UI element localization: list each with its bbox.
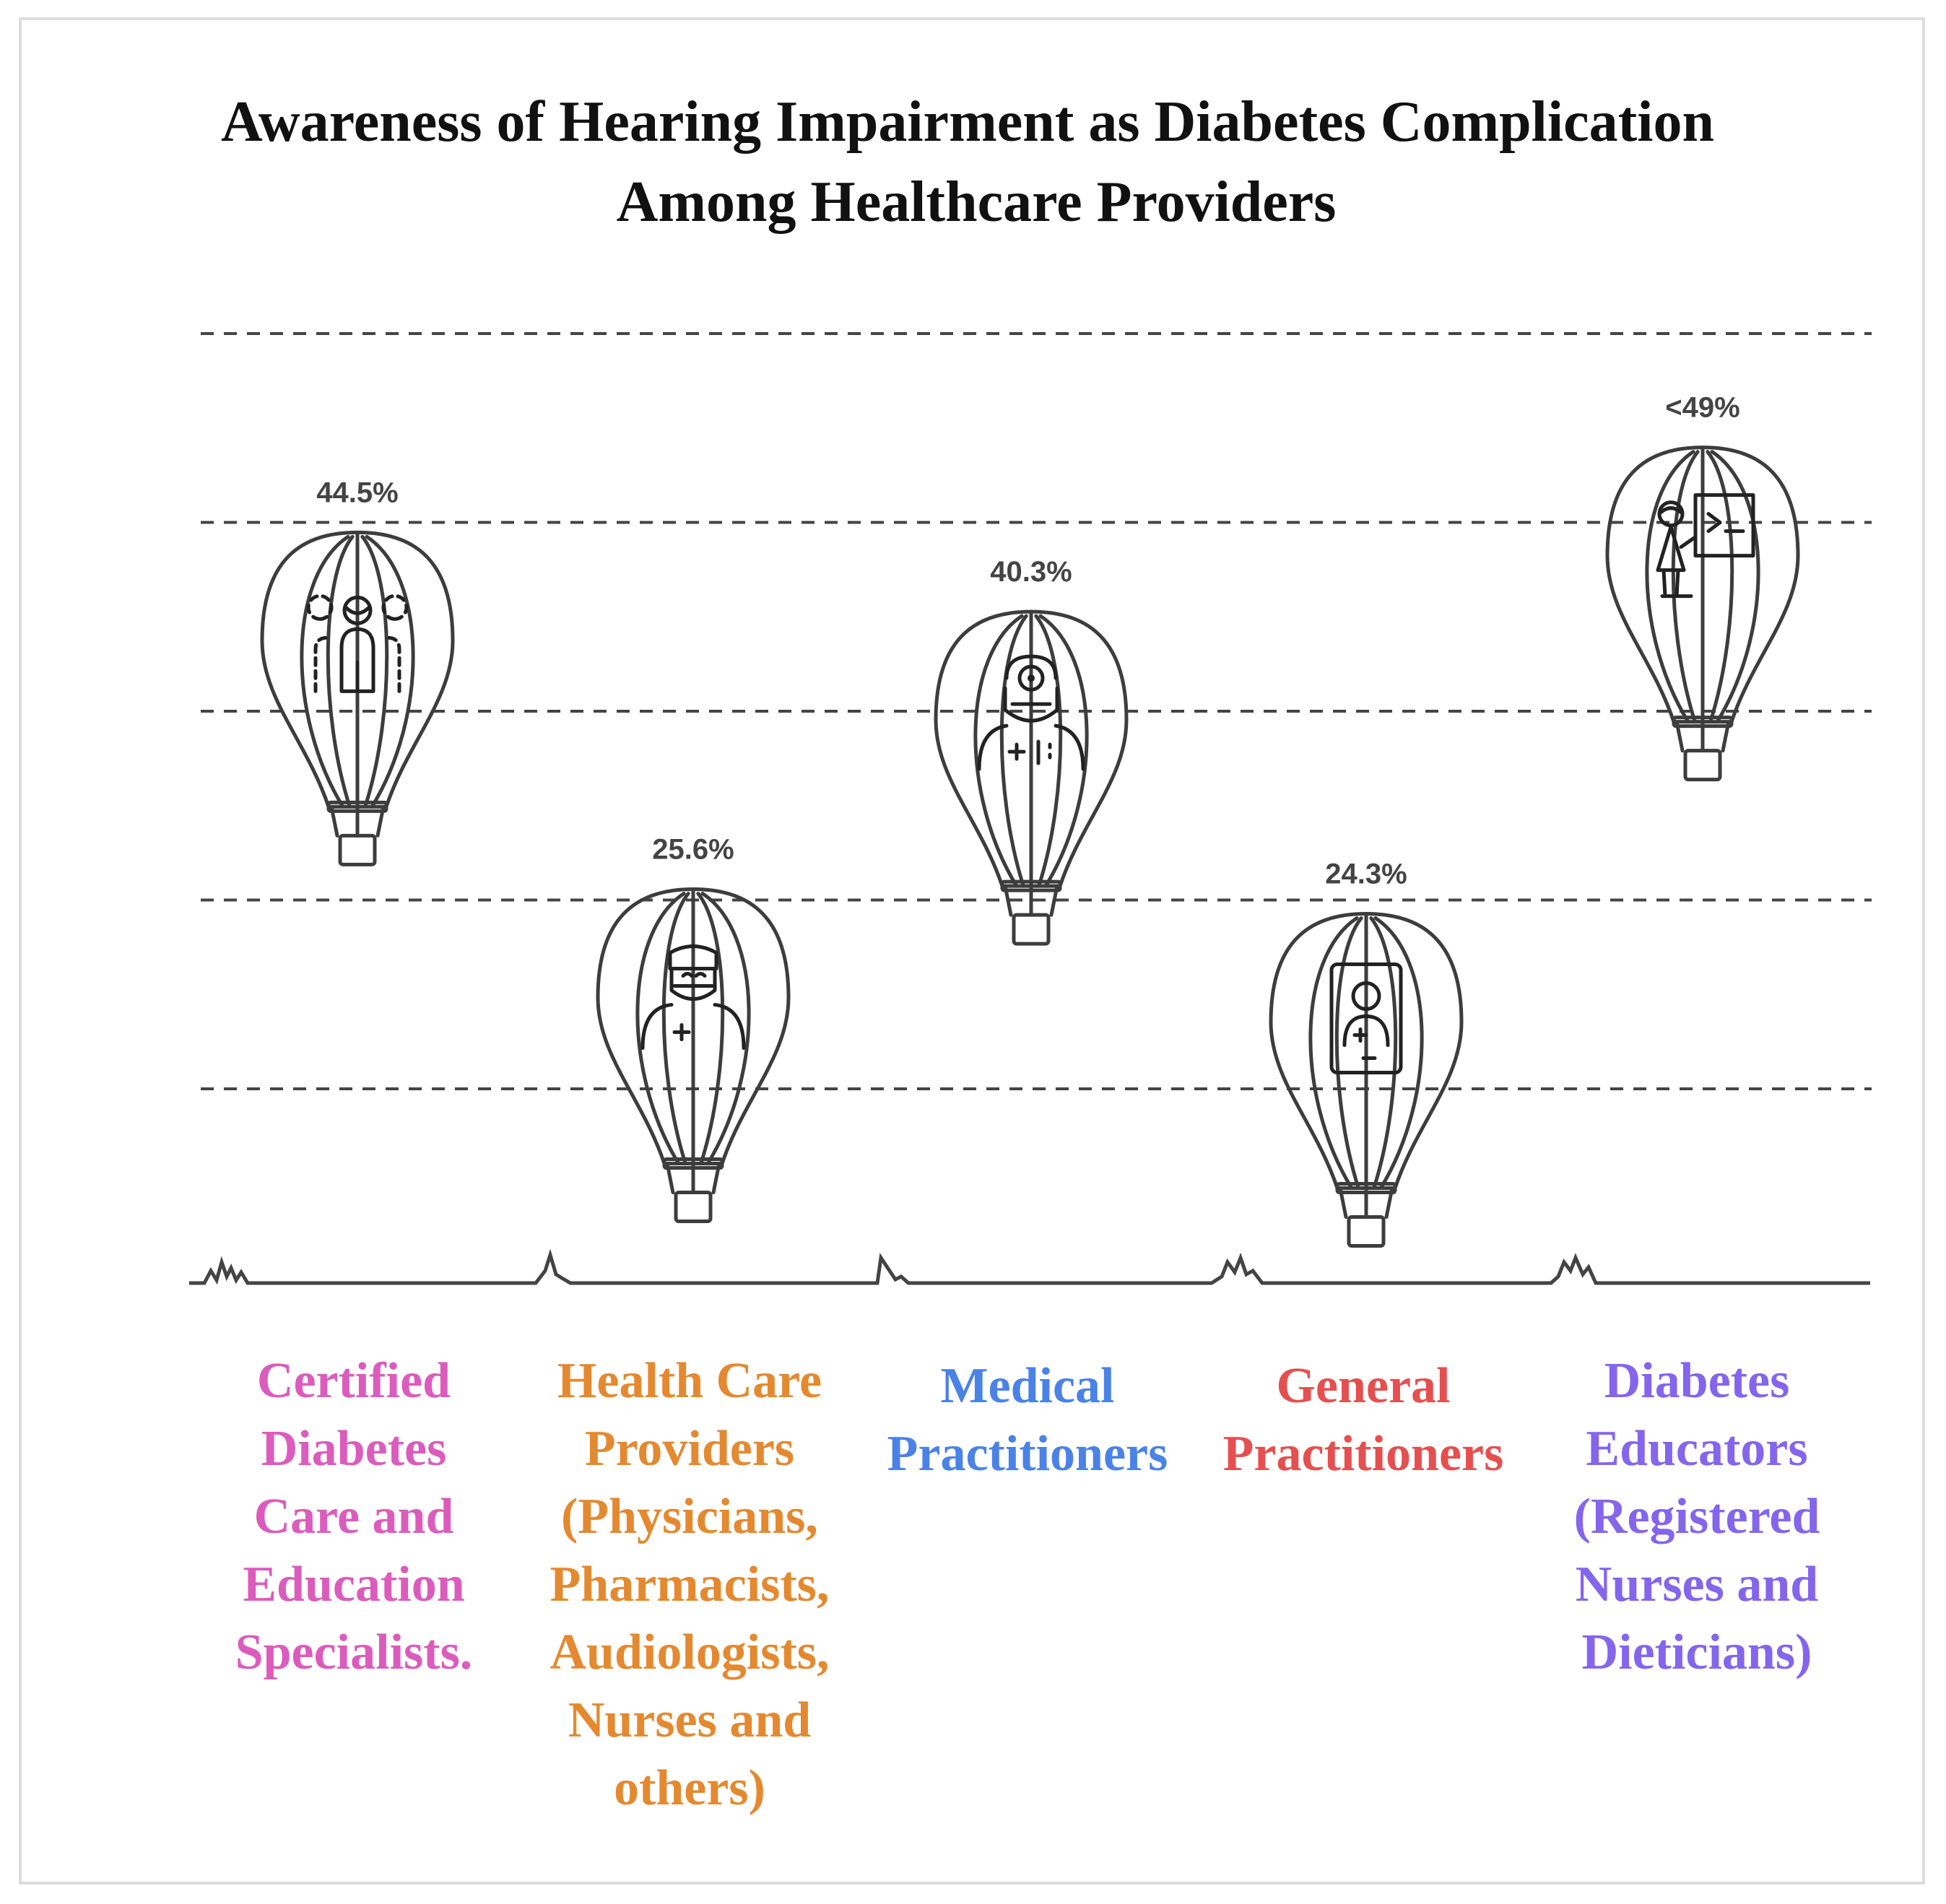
category-label-line: Care and	[254, 1489, 454, 1544]
category-label-line: Specialists.	[235, 1625, 473, 1680]
balloon-gore	[1308, 916, 1359, 1191]
category-label-line: Dieticians)	[1582, 1625, 1812, 1680]
balloon-skirt	[1335, 1182, 1397, 1195]
balloons: 44.5% 25.6% 40.3% 24.3% <49%	[260, 392, 1800, 1248]
category-label-line: Pharmacists,	[550, 1557, 830, 1612]
balloon-skirt	[1672, 716, 1734, 729]
category-label-line: Audiologists,	[550, 1625, 829, 1680]
category-label-line: Medical	[940, 1358, 1114, 1414]
balloon-gore	[696, 892, 725, 1166]
teacher-board-icon	[1656, 493, 1755, 599]
balloon: 24.3%	[1269, 858, 1464, 1248]
group-people-icon	[306, 594, 409, 693]
category-label-line: Education	[243, 1557, 464, 1612]
balloon-gore	[1034, 614, 1063, 888]
category-label-line: Providers	[585, 1421, 794, 1477]
balloon: <49%	[1605, 392, 1800, 782]
category-label: Health Care Providers (Physicians, Pharmaci…	[550, 1353, 829, 1816]
surgeon-mask-icon	[640, 944, 746, 1051]
chart-frame	[19, 17, 1925, 1885]
category-label: Certified Diabetes Care and Education Specia…	[235, 1353, 473, 1680]
gridlines	[201, 332, 1872, 1090]
category-label: General Practitioners	[1223, 1358, 1504, 1482]
balloon-gore	[1710, 450, 1760, 724]
balloon-gore	[1706, 450, 1734, 724]
balloon-gore	[1671, 450, 1700, 724]
balloon: 40.3%	[934, 556, 1129, 946]
balloon-gore	[1645, 450, 1695, 724]
balloon-gore	[1334, 916, 1363, 1191]
category-labels: Certified Diabetes Care and Education Specia…	[235, 1353, 1820, 1816]
balloon-gore	[300, 534, 350, 809]
category-label-line: Practitioners	[887, 1426, 1168, 1482]
balloon-gore	[360, 534, 389, 809]
category-label-line: (Registered	[1574, 1489, 1820, 1544]
chart-title-line-2: Among Healthcare Providers	[617, 170, 1337, 234]
balloon-basket	[338, 833, 377, 866]
balloon-gore	[999, 614, 1028, 888]
balloon-basket	[674, 1191, 713, 1224]
category-label: Medical Practitioners	[887, 1358, 1168, 1482]
value-label: 25.6%	[652, 834, 734, 866]
category-label-line: Health Care	[557, 1353, 822, 1409]
balloon-basket	[1683, 749, 1722, 782]
balloon-basket	[1012, 913, 1051, 946]
balloon-gore	[1038, 614, 1089, 888]
category-label-line: Certified	[257, 1353, 451, 1409]
balloon-basket	[1347, 1215, 1386, 1248]
balloon-skirt	[1000, 879, 1062, 892]
balloon-gore	[326, 534, 355, 809]
value-label: 44.5%	[316, 477, 398, 508]
doctor-head-mirror-icon	[977, 654, 1085, 771]
category-label-line: Nurses and	[568, 1692, 812, 1748]
balloon-skirt	[326, 800, 388, 813]
category-label-line: Educators	[1586, 1421, 1807, 1477]
category-label-line: (Physicians,	[561, 1489, 818, 1544]
chart-title: Awareness of Hearing Impairment as Diabe…	[221, 90, 1714, 234]
category-label-line: Diabetes	[1604, 1353, 1790, 1409]
value-label: 40.3%	[990, 556, 1072, 588]
balloon-gore	[365, 534, 415, 809]
category-label: Diabetes Educators (Registered Nurses and Di…	[1574, 1353, 1820, 1680]
balloon-skirt	[662, 1157, 724, 1170]
ground-line	[189, 1248, 1870, 1285]
category-label-line: Diabetes	[261, 1421, 447, 1477]
balloon-gore	[661, 892, 690, 1166]
category-label-line: General	[1276, 1358, 1450, 1414]
category-label-line: Practitioners	[1223, 1426, 1504, 1482]
balloon-gore	[1373, 916, 1424, 1191]
value-label: <49%	[1665, 392, 1739, 424]
chart-title-line-1: Awareness of Hearing Impairment as Diabe…	[221, 90, 1714, 154]
value-label: 24.3%	[1325, 858, 1407, 890]
balloon-gore	[635, 892, 686, 1166]
category-label-line: Nurses and	[1576, 1557, 1819, 1612]
medical-id-card-icon	[1329, 962, 1403, 1075]
balloon: 44.5%	[260, 477, 455, 866]
balloon: 25.6%	[596, 834, 791, 1224]
balloon-gore	[700, 892, 751, 1166]
balloon-gore	[1369, 916, 1398, 1191]
category-label-line: others)	[614, 1760, 765, 1816]
balloon-gore	[973, 614, 1024, 888]
